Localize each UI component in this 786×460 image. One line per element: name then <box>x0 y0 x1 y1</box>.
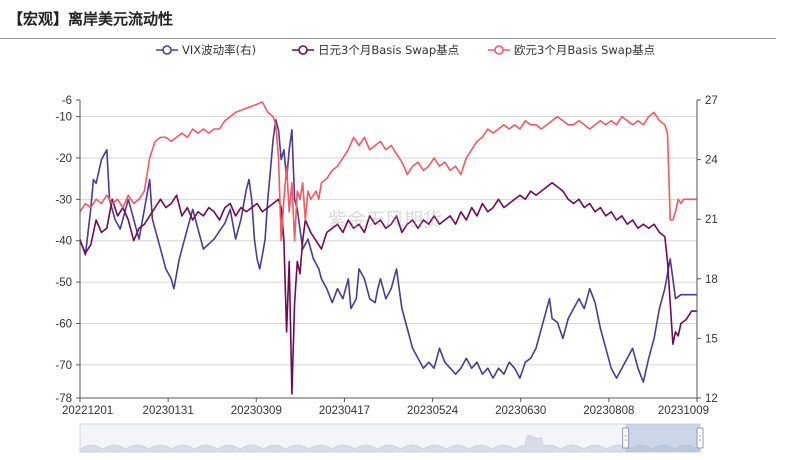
right-tick-label: 21 <box>705 214 718 226</box>
legend-label-2: 欧元3个月Basis Swap基点 <box>514 43 655 57</box>
series-line-1 <box>79 182 697 395</box>
left-tick-label: -20 <box>55 153 72 165</box>
x-tick-label: 20230524 <box>407 405 459 417</box>
legend-item-0[interactable]: VIX波动率(右) <box>156 43 256 57</box>
legend-label-0: VIX波动率(右) <box>182 43 256 57</box>
x-tick-label: 20231009 <box>658 405 709 417</box>
right-tick-label: 27 <box>705 95 718 107</box>
title-divider <box>0 38 776 39</box>
left-tick-label: -30 <box>55 194 72 206</box>
right-tick-label: 24 <box>705 155 718 167</box>
right-tick-label: 15 <box>705 333 718 345</box>
left-tick-label: -70 <box>55 360 72 372</box>
legend-marker-icon <box>298 45 308 55</box>
grid-lines <box>80 116 697 366</box>
x-tick-label: 20230630 <box>495 405 546 417</box>
x-tick-label: 20221201 <box>62 405 113 417</box>
x-tick-label: 20230309 <box>231 405 282 417</box>
zoom-preview-area <box>79 434 701 453</box>
left-tick-label: -78 <box>55 393 72 405</box>
right-tick-label: 12 <box>705 393 718 405</box>
zoom-handle-right[interactable] <box>696 427 704 449</box>
watermark-text: 紫金天风期货 <box>328 209 442 231</box>
x-tick-label: 20230808 <box>583 405 634 417</box>
left-tick-label: -10 <box>55 112 72 124</box>
zoom-selection-window[interactable] <box>625 424 700 452</box>
x-tick-label: 20230417 <box>319 405 370 417</box>
page-title: 【宏观】离岸美元流动性 <box>8 10 174 28</box>
left-tick-label: -40 <box>55 236 72 248</box>
legend-item-2[interactable]: 欧元3个月Basis Swap基点 <box>488 43 655 57</box>
zoom-handle-grip-icon[interactable] <box>696 427 704 449</box>
legend-item-1[interactable]: 日元3个月Basis Swap基点 <box>292 43 459 57</box>
legend[interactable]: VIX波动率(右) 日元3个月Basis Swap基点 欧元3个月Basis Swa… <box>156 43 655 57</box>
left-tick-label: -6 <box>62 95 72 107</box>
x-tick-label: 20230131 <box>143 405 194 417</box>
legend-marker-icon <box>162 45 172 55</box>
series-line-0 <box>79 119 697 383</box>
series-line-2 <box>79 101 697 242</box>
legend-marker-icon <box>494 45 504 55</box>
series-lines <box>79 101 697 395</box>
right-tick-label: 18 <box>705 274 718 286</box>
data-zoom-slider[interactable] <box>79 423 704 453</box>
left-tick-label: -50 <box>55 277 72 289</box>
legend-label-1: 日元3个月Basis Swap基点 <box>318 43 459 57</box>
zoom-handle-left[interactable] <box>622 427 630 449</box>
zoom-handle-grip-icon[interactable] <box>622 427 630 449</box>
left-tick-label: -60 <box>55 319 72 331</box>
axes: -6-10-20-30-40-50-60-70-7827242118151220… <box>55 95 718 417</box>
